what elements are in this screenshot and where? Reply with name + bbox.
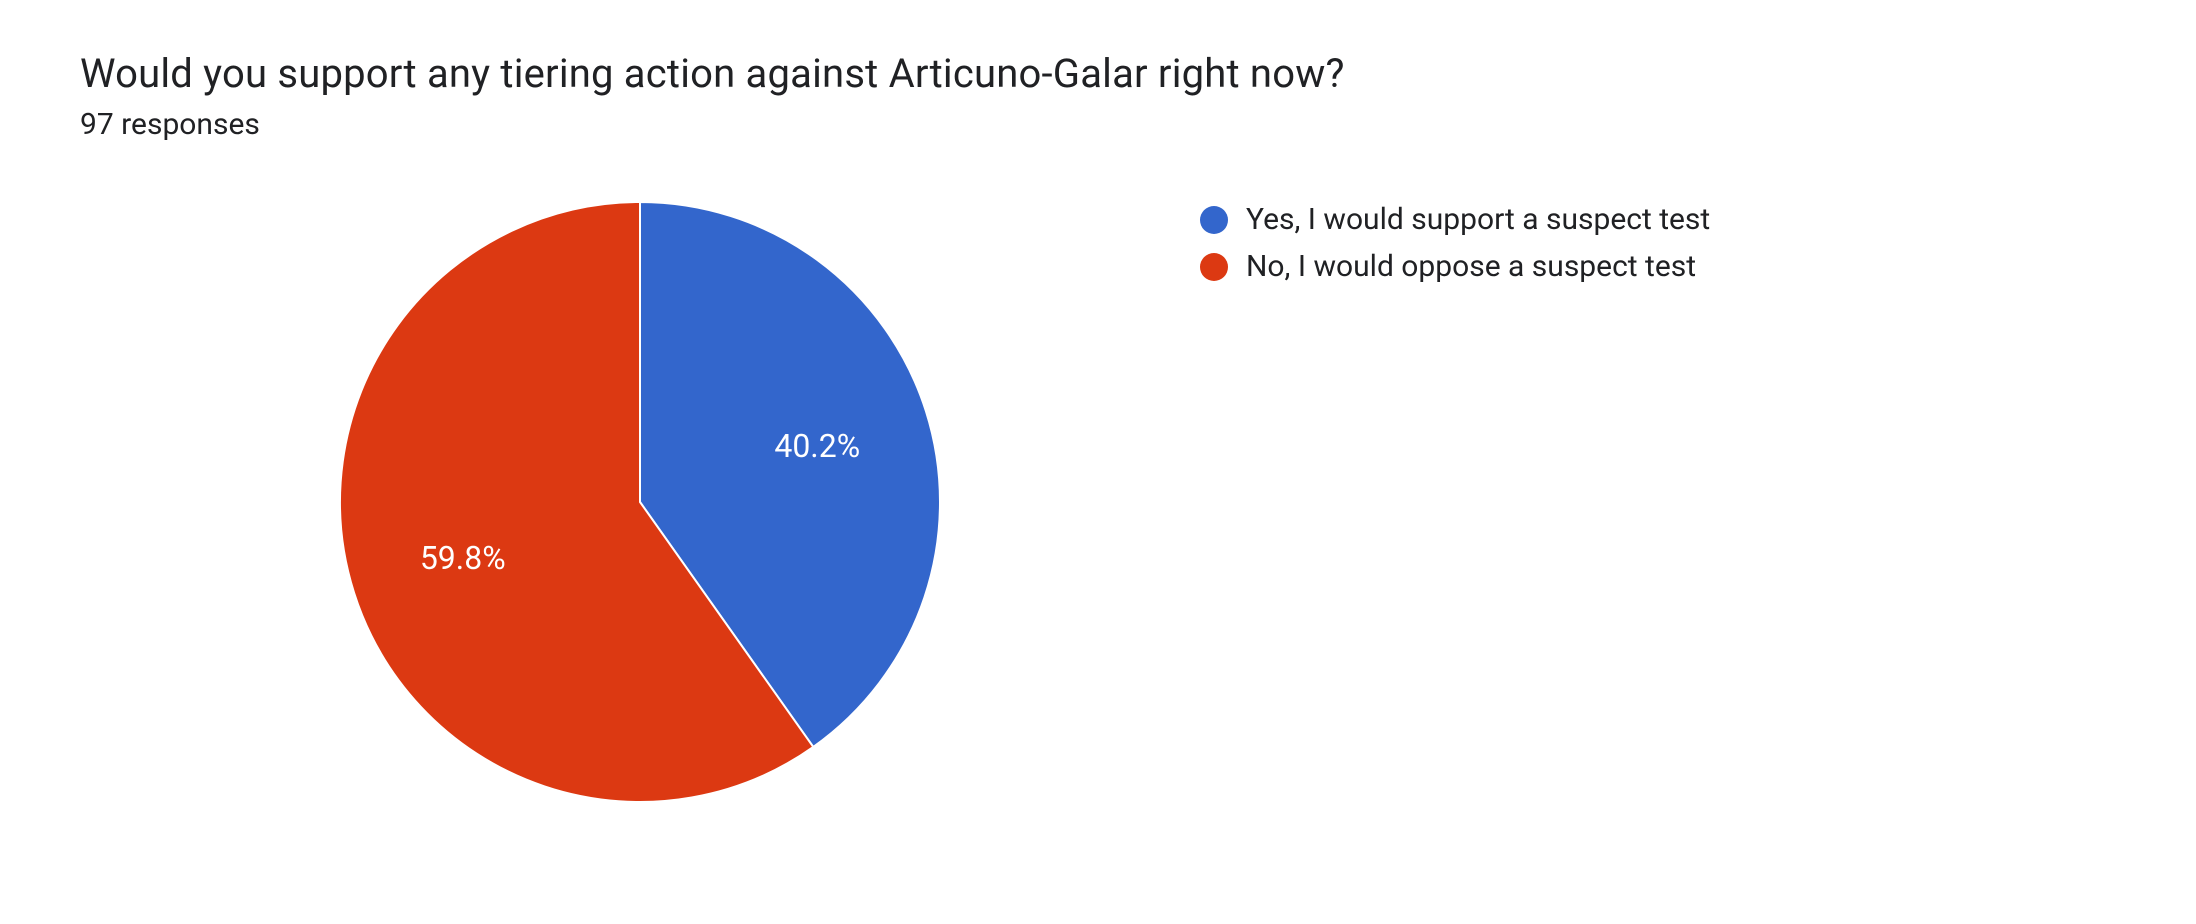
legend-swatch-icon [1200,253,1228,281]
legend-label: No, I would oppose a suspect test [1246,249,1696,284]
pie-chart-area: 40.2% 59.8% [80,202,1200,802]
pie-label-yes: 40.2% [774,427,860,465]
legend-item-no[interactable]: No, I would oppose a suspect test [1200,249,1710,284]
pie-chart: 40.2% 59.8% [340,202,940,802]
chart-title: Would you support any tiering action aga… [80,50,2116,97]
legend: Yes, I would support a suspect test No, I… [1200,202,1710,296]
legend-item-yes[interactable]: Yes, I would support a suspect test [1200,202,1710,237]
responses-count: 97 responses [80,107,2116,142]
legend-label: Yes, I would support a suspect test [1246,202,1710,237]
pie-label-no: 59.8% [420,539,506,577]
legend-swatch-icon [1200,206,1228,234]
